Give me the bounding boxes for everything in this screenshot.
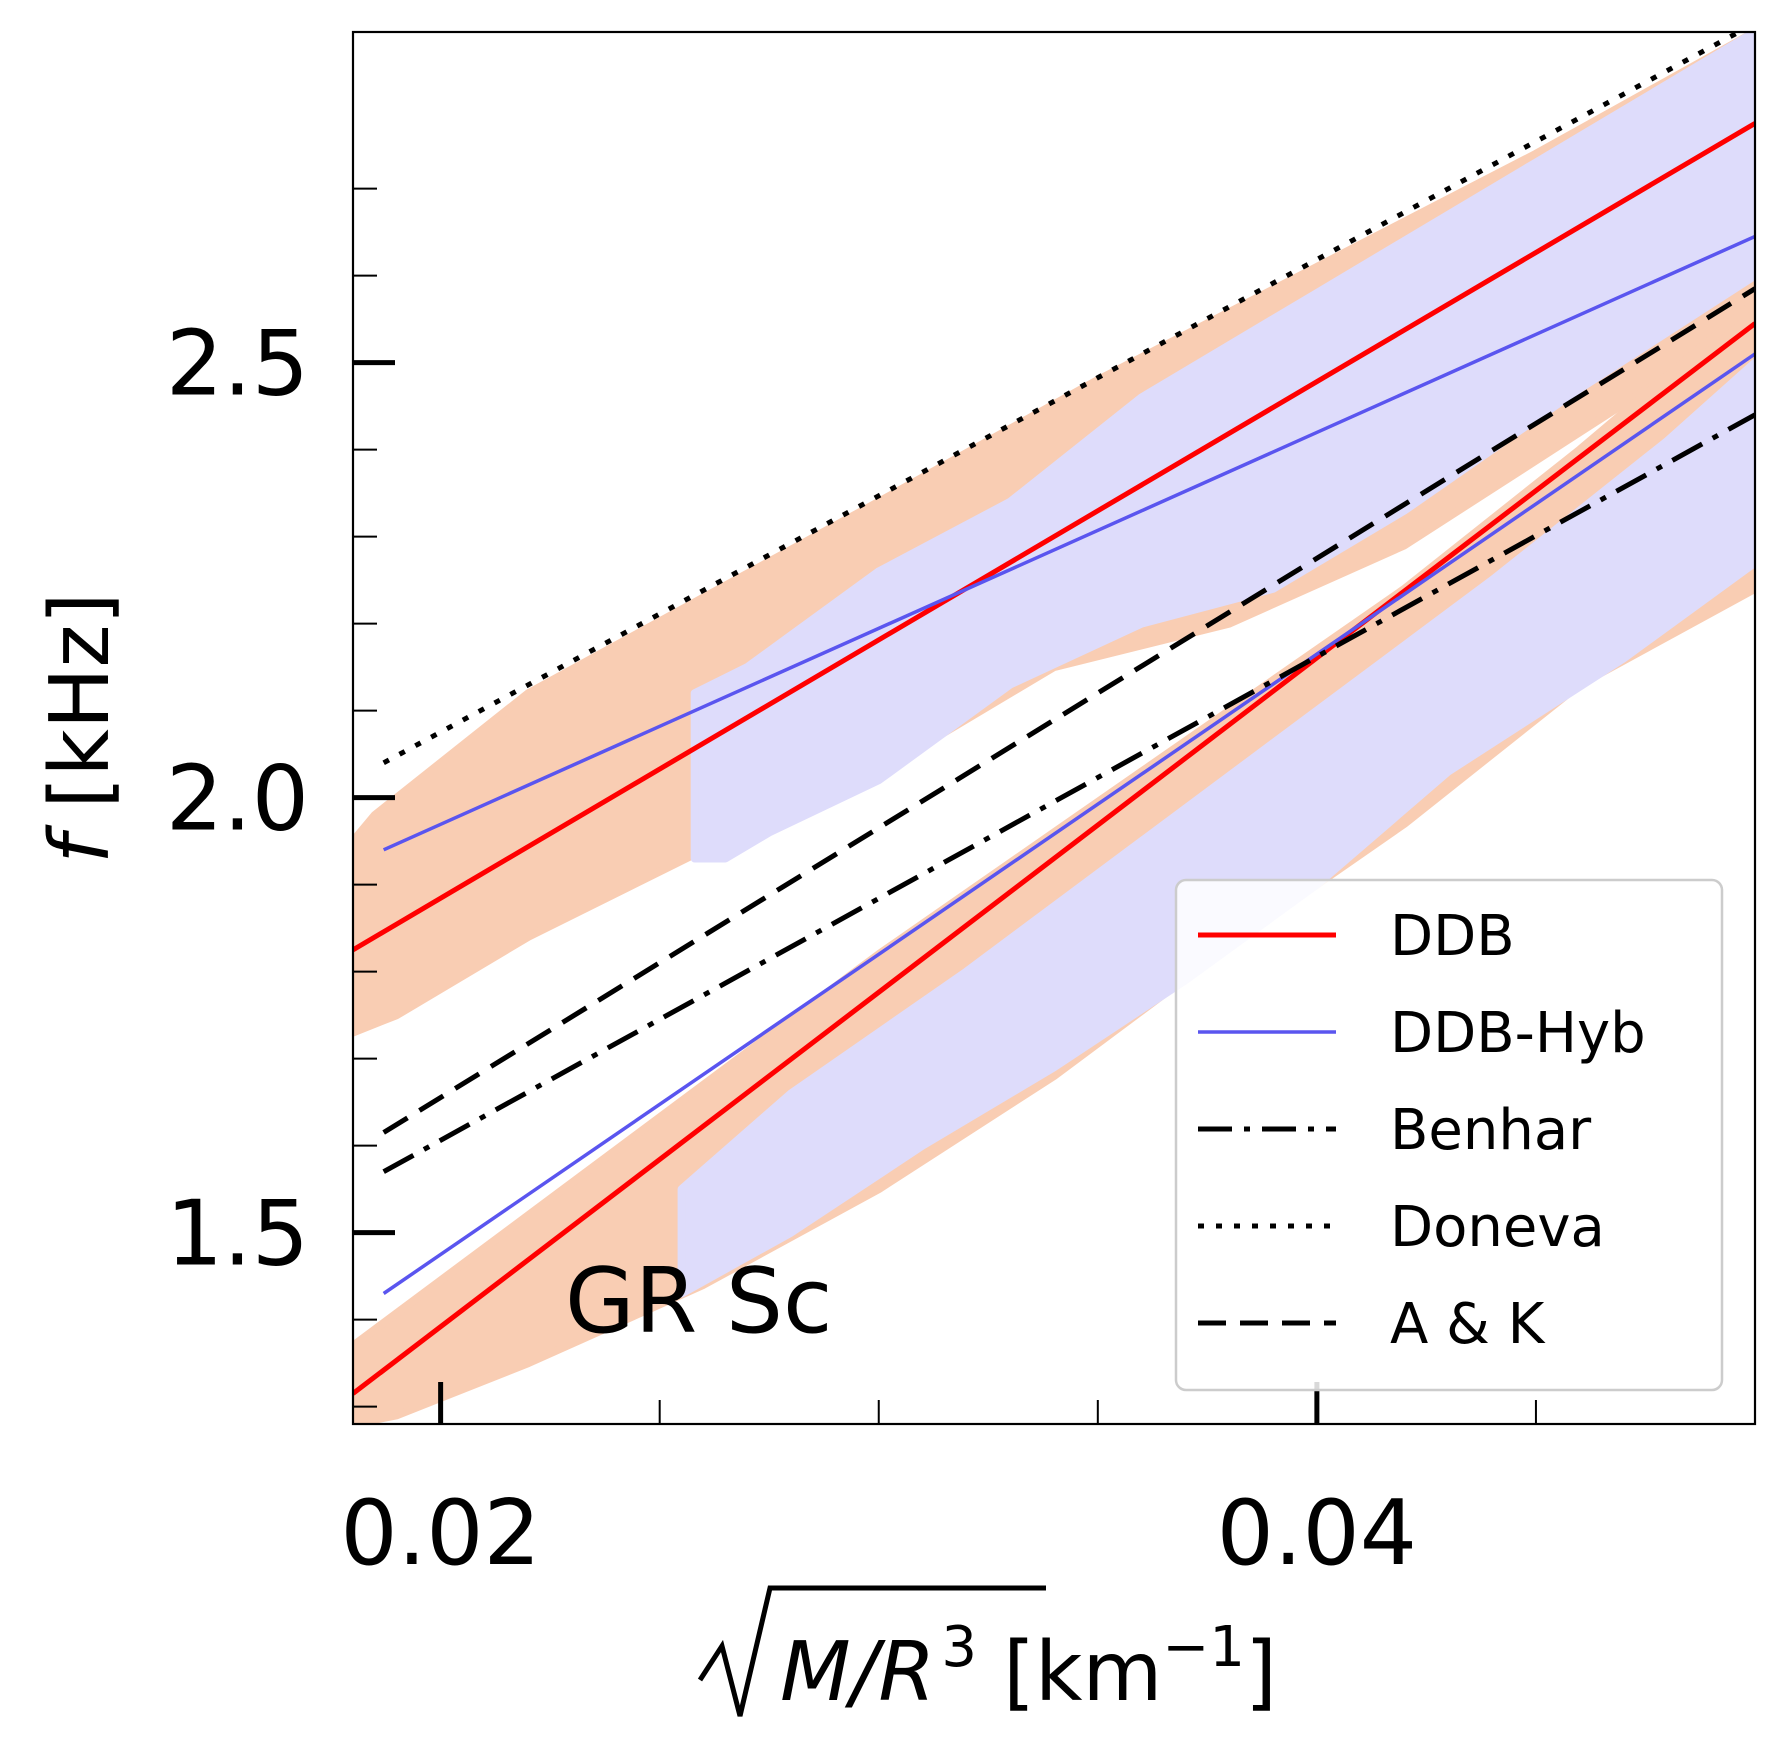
y-axis-unit: [kHz] <box>33 592 128 834</box>
model-annotation: GR Sc <box>565 1249 833 1354</box>
plot-area <box>353 32 1755 1424</box>
y-tick-label-1.5: 1.5 <box>166 1182 309 1287</box>
series-a-k-line-1 <box>382 286 1755 1135</box>
plot-frame <box>351 30 1757 1426</box>
legend-label-ddb: DDB <box>1390 904 1515 969</box>
x-axis-unit-open: [km <box>977 1625 1162 1720</box>
x-axis-unit-exponent: −1 <box>1162 1615 1245 1680</box>
legend-label-a-k: A & K <box>1390 1292 1546 1357</box>
legend-box <box>1174 878 1724 1392</box>
y-tick-label-2.0: 2.0 <box>166 747 309 852</box>
x-axis-title: M/R 3 [km−1] <box>697 1585 1277 1720</box>
x-axis-variable: M/R <box>780 1625 935 1720</box>
y-tick-label-2.5: 2.5 <box>166 312 309 417</box>
legend: DDB DDB-Hyb Benhar Doneva A & K <box>1174 878 1724 1392</box>
scatter-band-3-ddb-hyb-samples <box>690 32 1755 863</box>
legend-label-ddb-hyb: DDB-Hyb <box>1390 1001 1646 1066</box>
tick-labels: 0.02 0.04 1.5 2.0 2.5 <box>166 312 1417 1586</box>
legend-label-benhar: Benhar <box>1390 1098 1592 1163</box>
fit-lines <box>353 32 1755 1396</box>
y-axis-title: f [kHz] <box>33 592 128 863</box>
x-axis-exponent: 3 <box>941 1615 977 1680</box>
legend-label-doneva: Doneva <box>1390 1195 1605 1260</box>
series-ddb-hyb-line-2 <box>382 352 1755 1295</box>
axis-ticks <box>353 187 1756 1424</box>
series-ddb-hyb-line-1 <box>382 234 1755 852</box>
x-tick-label-0.04: 0.04 <box>1217 1481 1417 1586</box>
series-doneva-line-1 <box>382 32 1745 766</box>
series-benhar-line-1 <box>382 412 1755 1174</box>
sqrt-radical-sign <box>697 1585 1046 1717</box>
x-axis-unit-close: ] <box>1245 1625 1277 1720</box>
svg-text:M/R3 [km−1]: M/R 3 [km−1] <box>780 1615 1277 1720</box>
series-ddb-line-2 <box>353 321 1755 1396</box>
series-ddb-line-1 <box>353 121 1755 953</box>
scatter-bands <box>353 32 1755 1424</box>
scatter-band-4-ddb-hyb-samples <box>677 358 1755 1298</box>
x-tick-label-0.02: 0.02 <box>340 1481 540 1586</box>
